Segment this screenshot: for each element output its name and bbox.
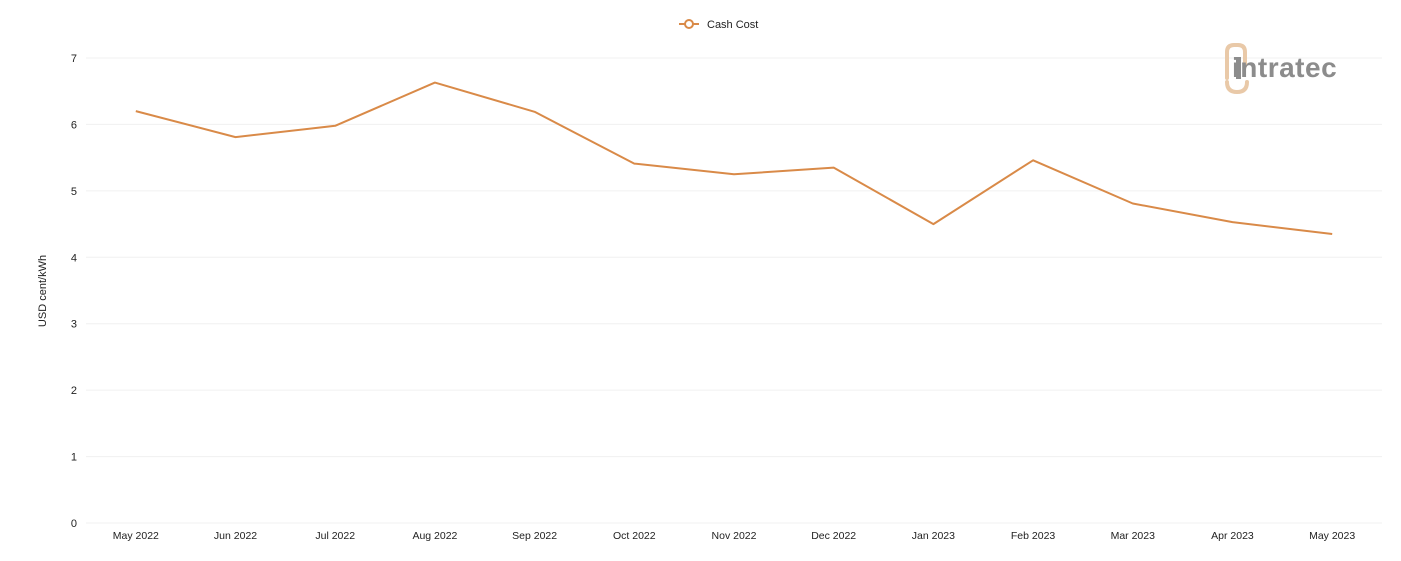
x-tick-label: Dec 2022 bbox=[811, 530, 856, 542]
data-point[interactable] bbox=[628, 158, 640, 170]
x-tick-label: Nov 2022 bbox=[712, 530, 757, 542]
x-tick-label: May 2022 bbox=[113, 530, 159, 542]
data-point[interactable] bbox=[429, 77, 441, 89]
data-point[interactable] bbox=[728, 168, 740, 180]
y-tick-label: 3 bbox=[71, 319, 77, 331]
x-tick-label: Sep 2022 bbox=[512, 530, 557, 542]
x-tick-label: Feb 2023 bbox=[1011, 530, 1056, 542]
data-point[interactable] bbox=[130, 105, 142, 117]
x-tick-label: Jun 2022 bbox=[214, 530, 257, 542]
x-tick-label: Aug 2022 bbox=[412, 530, 457, 542]
x-tick-label: Oct 2022 bbox=[613, 530, 656, 542]
y-tick-label: 0 bbox=[71, 518, 77, 530]
data-point[interactable] bbox=[1127, 197, 1139, 209]
series-layer bbox=[130, 77, 1338, 240]
y-axis-ticks: 0 1 2 3 4 5 6 7 bbox=[71, 53, 77, 530]
intratec-logo: intratec bbox=[1225, 43, 1337, 95]
y-tick-label: 4 bbox=[71, 252, 77, 264]
x-tick-label: Apr 2023 bbox=[1211, 530, 1254, 542]
data-point[interactable] bbox=[828, 162, 840, 174]
y-axis-title: USD cent/kWh bbox=[37, 255, 49, 327]
y-tick-label: 1 bbox=[71, 452, 77, 464]
series-line-cash-cost[interactable] bbox=[135, 81, 1333, 235]
data-point[interactable] bbox=[927, 218, 939, 230]
y-tick-label: 2 bbox=[71, 385, 77, 397]
legend-label-cash-cost: Cash Cost bbox=[707, 19, 758, 31]
y-tick-label: 5 bbox=[71, 186, 77, 198]
legend-marker bbox=[684, 19, 694, 29]
x-tick-label: Jan 2023 bbox=[912, 530, 955, 542]
data-point[interactable] bbox=[1226, 216, 1238, 228]
data-point[interactable] bbox=[529, 106, 541, 118]
data-point[interactable] bbox=[1326, 228, 1338, 240]
legend[interactable]: Cash Cost bbox=[679, 19, 758, 31]
x-tick-label: Mar 2023 bbox=[1111, 530, 1156, 542]
data-point[interactable] bbox=[329, 120, 341, 132]
x-axis-ticks: May 2022 Jun 2022 Jul 2022 Aug 2022 Sep 2022… bbox=[113, 530, 1356, 542]
intratec-logo-icon bbox=[1225, 43, 1249, 95]
x-tick-label: May 2023 bbox=[1309, 530, 1355, 542]
grid-layer bbox=[86, 57, 1382, 524]
logo-text: intratec bbox=[1232, 52, 1337, 83]
y-tick-label: 6 bbox=[71, 119, 77, 131]
data-point[interactable] bbox=[230, 131, 242, 143]
y-tick-label: 7 bbox=[71, 53, 77, 65]
x-tick-label: Jul 2022 bbox=[315, 530, 355, 542]
data-point[interactable] bbox=[1027, 154, 1039, 166]
